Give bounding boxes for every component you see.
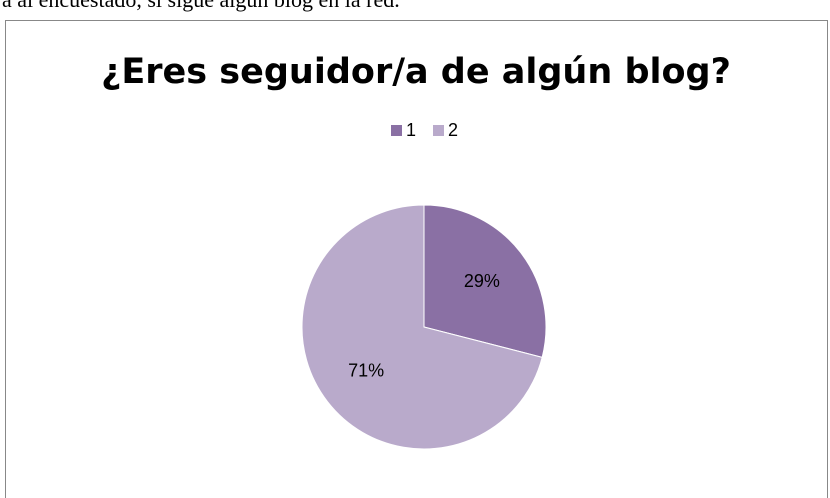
legend-label: 2	[448, 120, 458, 140]
legend-label: 1	[406, 120, 416, 140]
pie-slice	[423, 204, 547, 358]
chart-title: ¿Eres seguidor/a de algún blog?	[101, 52, 731, 92]
legend-swatch	[433, 125, 444, 136]
data-label: 71%	[348, 361, 384, 381]
data-label: 29%	[464, 271, 500, 291]
pie-slice	[301, 204, 543, 450]
header-text: a al encuestado, si sigue algún blog en …	[2, 0, 400, 12]
legend-swatch	[391, 125, 402, 136]
